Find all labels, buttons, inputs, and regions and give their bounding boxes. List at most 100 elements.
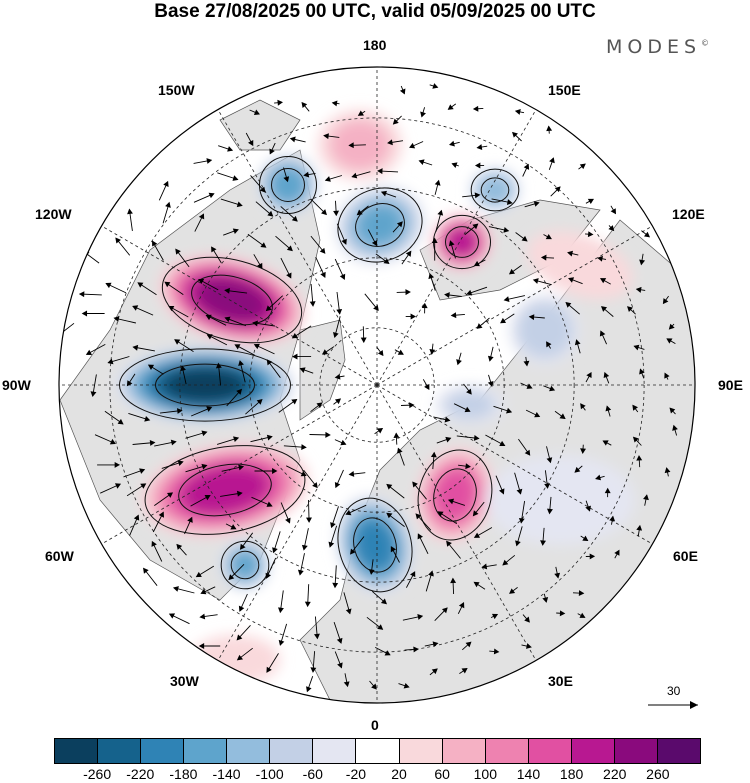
wind-arrow xyxy=(420,107,426,118)
latitude-circle xyxy=(319,327,435,443)
wind-arrow xyxy=(128,412,151,422)
colorbar-cell-4 xyxy=(227,739,271,763)
wind-arrow xyxy=(456,352,462,366)
colorbar-cell-13 xyxy=(614,739,658,763)
wind-arrow xyxy=(224,287,248,294)
wind-arrow xyxy=(550,186,561,197)
wind-arrow xyxy=(292,353,312,360)
wind-arrow xyxy=(543,234,552,240)
wind-arrow xyxy=(123,468,146,478)
wind-arrow xyxy=(450,577,457,595)
wind-arrow xyxy=(546,341,552,349)
wind-arrow xyxy=(278,623,288,646)
wind-arrow xyxy=(666,338,676,344)
colorbar-cell-3 xyxy=(184,739,228,763)
wind-arrow xyxy=(602,440,612,446)
wind-arrow xyxy=(333,200,340,217)
lon-label-30w: 30W xyxy=(170,673,199,689)
colorbar-tick-label: -100 xyxy=(255,766,284,782)
wind-arrow xyxy=(585,371,592,383)
wind-arrow xyxy=(331,100,340,107)
wind-arrow xyxy=(348,470,366,477)
wind-arrow xyxy=(371,590,388,605)
wind-arrow xyxy=(464,223,479,235)
wind-arrow xyxy=(190,495,211,507)
wind-arrow xyxy=(585,500,591,512)
wind-arrow xyxy=(245,398,263,415)
wind-arrow xyxy=(81,310,105,317)
wind-arrow xyxy=(542,593,549,603)
wind-arrow xyxy=(421,302,428,314)
wind-arrow xyxy=(205,314,227,326)
brand-text: MODES xyxy=(606,36,702,58)
wind-arrow xyxy=(368,559,375,575)
colorbar-tick-label: -220 xyxy=(126,766,155,782)
colorbar xyxy=(54,738,701,764)
wind-arrow xyxy=(412,481,427,500)
wind-arrow xyxy=(528,314,545,321)
wind-arrow xyxy=(508,264,522,275)
wind-arrow xyxy=(580,535,589,542)
wind-arrow xyxy=(548,157,555,170)
latitude-circle xyxy=(109,117,645,653)
colorbar-cell-9 xyxy=(442,739,486,763)
wind-arrow xyxy=(377,168,399,175)
wind-arrow xyxy=(78,291,102,298)
wind-arrow xyxy=(490,613,499,620)
colorbar-cell-12 xyxy=(571,739,615,763)
wind-arrow xyxy=(269,142,276,155)
wind-arrow xyxy=(236,624,251,641)
wind-arrow xyxy=(216,436,240,445)
wind-arrow xyxy=(334,469,344,489)
wind-arrow xyxy=(100,483,122,494)
wind-arrow xyxy=(215,362,222,386)
wind-arrow xyxy=(459,667,468,674)
wind-arrow xyxy=(218,145,234,152)
lon-label-180: 180 xyxy=(363,37,387,53)
contour-line xyxy=(417,449,493,541)
wind-arrow xyxy=(164,281,184,295)
wind-arrow xyxy=(546,496,553,515)
wind-arrow xyxy=(285,465,307,477)
contour-line xyxy=(433,468,477,522)
wind-arrow xyxy=(472,105,484,112)
wind-arrow xyxy=(334,651,343,669)
wind-arrow xyxy=(238,593,248,612)
wind-arrow xyxy=(168,613,190,625)
colorbar-cell-5 xyxy=(270,739,314,763)
wind-arrow xyxy=(322,346,335,355)
lon-label-90w: 90W xyxy=(2,377,31,393)
wind-arrow xyxy=(174,339,194,352)
wind-arrow xyxy=(515,526,523,547)
wind-arrow xyxy=(386,512,405,527)
colorbar-ticks: -260 -220 -180 -140 -100 -60 -20 20 60 100 140 180 2… xyxy=(54,766,701,783)
wind-arrow xyxy=(185,463,208,473)
meridian-line xyxy=(217,109,378,386)
colorbar-cell-10 xyxy=(485,739,529,763)
land-alaska xyxy=(219,99,301,151)
lon-label-90e: 90E xyxy=(718,377,743,393)
wind-arrow xyxy=(627,306,636,315)
wind-arrow xyxy=(238,360,246,383)
wind-arrow xyxy=(450,312,465,319)
colorbar-tick-label: -140 xyxy=(212,766,241,782)
wind-arrow xyxy=(304,584,311,608)
wind-arrow xyxy=(636,524,643,537)
map-boundary xyxy=(58,66,696,704)
wind-arrow xyxy=(250,175,266,193)
wind-arrow xyxy=(396,289,411,296)
anomaly-neg-kamchatka xyxy=(470,168,520,212)
modes-logo: MODES© xyxy=(606,36,709,58)
wind-arrow xyxy=(585,553,596,560)
wind-arrow xyxy=(376,346,384,357)
wind-arrow xyxy=(185,430,208,439)
wind-arrow xyxy=(565,301,580,315)
wind-arrow xyxy=(574,465,583,473)
wind-arrow xyxy=(176,543,187,556)
wind-arrow xyxy=(343,673,350,688)
wind-arrow xyxy=(283,444,307,451)
wind-arrow xyxy=(162,201,171,224)
wind-arrow xyxy=(597,255,607,262)
wind-arrow xyxy=(397,447,405,466)
wind-arrow xyxy=(514,472,523,495)
